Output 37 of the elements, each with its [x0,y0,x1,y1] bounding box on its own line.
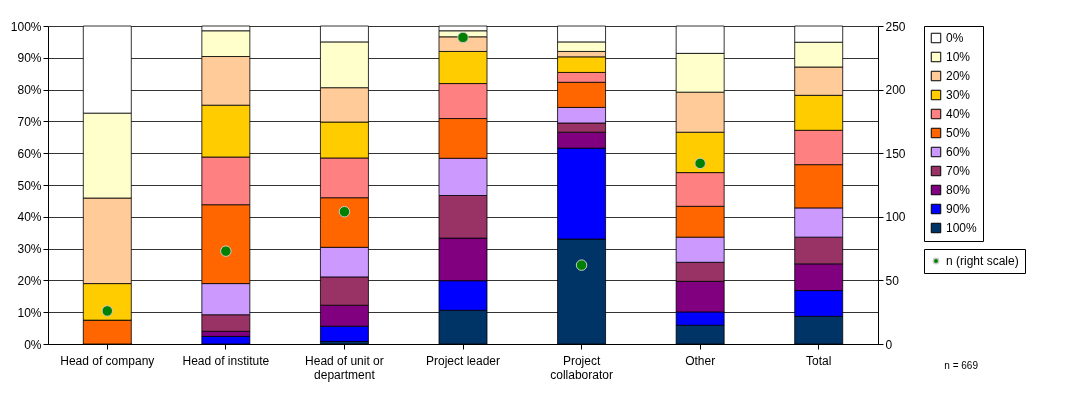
y2-tick-label: 200 [885,83,906,98]
x-tick-label: Head of company [60,353,155,368]
legend-label: 50% [946,126,971,140]
y-tick-label: 20% [17,273,42,288]
x-tick-label: Project collaborator [550,353,613,382]
legend-label: 70% [946,164,971,178]
x-tick-label: Project leader [425,353,501,368]
y2-tick-label: 250 [885,19,906,34]
y2-tick-label: 150 [885,146,906,161]
y-tick-label: 40% [17,210,42,225]
text: n = 669 [944,360,979,371]
y-tick-label: 0% [24,337,42,352]
legend-label: 0% [946,31,964,45]
legend-label: 100% [946,221,978,235]
x-tick-label: Head of unit or department [305,353,384,382]
legend-label: 10% [946,50,971,64]
y-tick-label: 30% [17,242,42,257]
x-tick-label: Total [806,353,832,368]
y-tick-label: 90% [17,51,42,66]
legend-label: 20% [946,69,971,83]
legend-label: 30% [946,88,971,102]
y-tick-label: 60% [17,146,42,161]
y-tick-label: 10% [17,305,42,320]
legend-label: 40% [946,107,971,121]
y-tick-label: 50% [17,178,42,193]
legend-label: 90% [946,202,971,216]
y2-tick-label: 0 [885,337,893,352]
legend-label: 60% [946,145,971,159]
y-tick-label: 70% [17,114,42,129]
y2-tick-label: 100 [885,210,906,225]
y-tick-label: 100% [10,19,42,34]
legend-label: n (right scale) [946,254,1019,268]
x-tick-label: Head of institute [182,353,270,368]
legend-label: 80% [946,183,971,197]
x-tick-label: Other [685,353,716,368]
y2-tick-label: 50 [885,273,900,288]
y-tick-label: 80% [17,83,42,98]
